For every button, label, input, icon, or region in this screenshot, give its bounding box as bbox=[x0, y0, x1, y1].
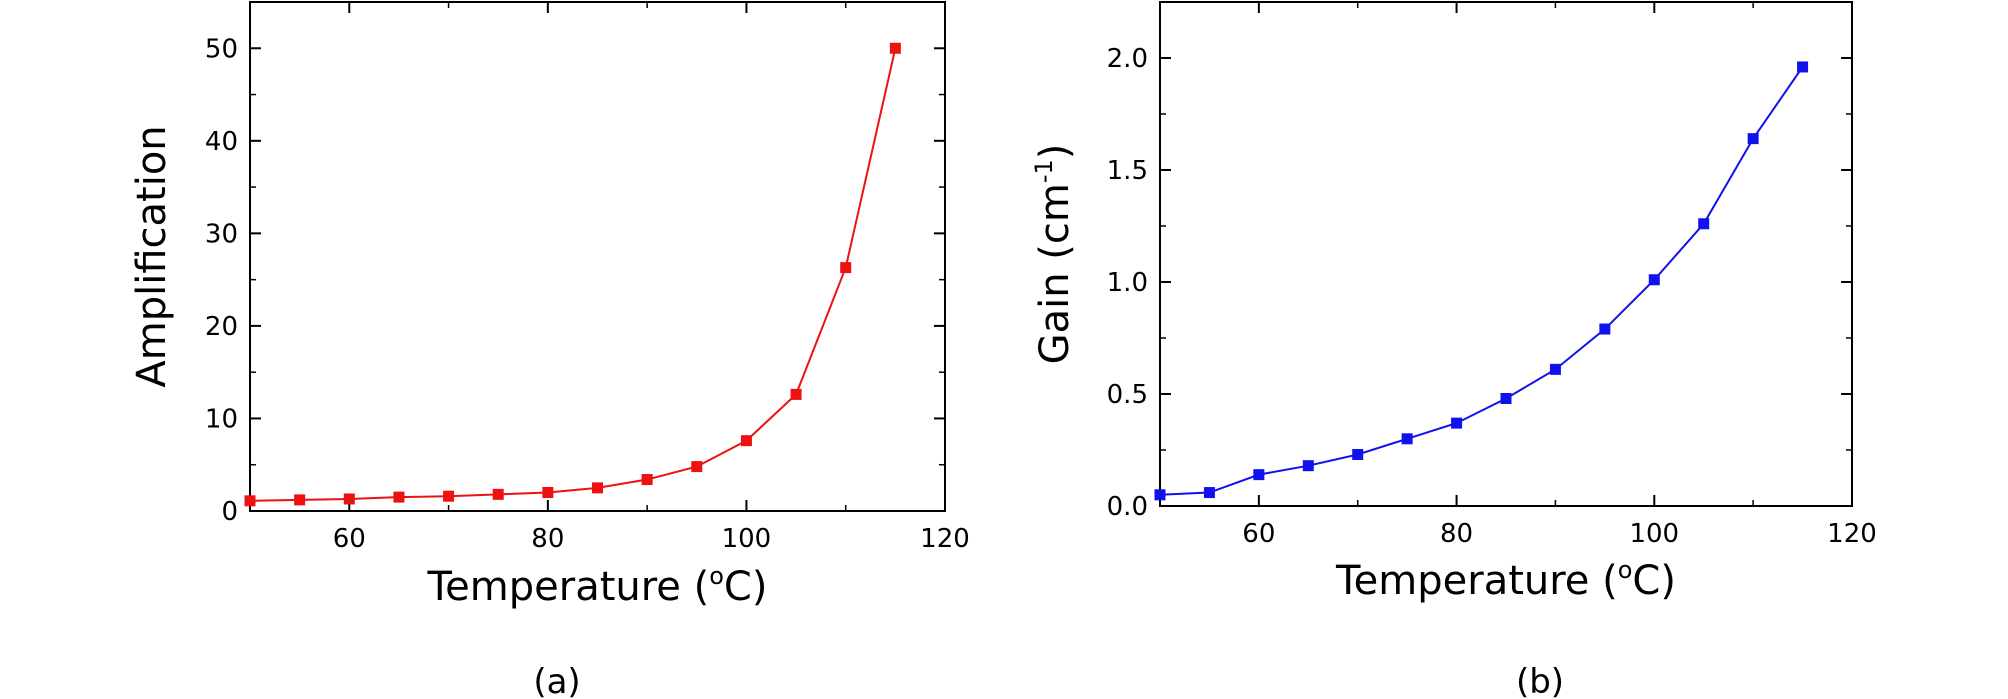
x-tick-label: 80 bbox=[531, 524, 564, 554]
x-tick-label: 80 bbox=[1440, 519, 1473, 549]
data-point bbox=[443, 490, 455, 502]
data-point bbox=[542, 486, 554, 498]
data-point bbox=[244, 495, 256, 507]
plot-frame bbox=[1159, 1, 1853, 507]
data-point bbox=[1797, 61, 1809, 73]
x-tick-label: 60 bbox=[1242, 519, 1275, 549]
y-tick-label: 30 bbox=[205, 219, 238, 249]
data-point bbox=[1698, 218, 1710, 230]
x-tick-label: 120 bbox=[920, 524, 970, 554]
data-point bbox=[790, 388, 802, 400]
data-point bbox=[840, 262, 852, 274]
panel-label: (b) bbox=[1516, 662, 1564, 699]
panel-label: (a) bbox=[533, 662, 580, 699]
data-point bbox=[1451, 417, 1463, 429]
x-tick-label: 60 bbox=[333, 524, 366, 554]
data-point bbox=[1352, 448, 1364, 460]
data-point bbox=[1401, 433, 1413, 445]
chart-panel-a: 60 80 100 120 0 10 20 30 40 50 Temperature (oC) Amp… bbox=[129, 1, 970, 699]
y-axis-label: Gain (cm-1) bbox=[1030, 144, 1078, 365]
data-point bbox=[691, 461, 703, 473]
data-point bbox=[592, 482, 603, 494]
y-tick-label: 0.0 bbox=[1107, 492, 1148, 522]
y-tick-label: 1.0 bbox=[1107, 268, 1148, 298]
y-axis-label: Amplification bbox=[129, 125, 175, 387]
series-line bbox=[1159, 66, 1804, 496]
data-point bbox=[1203, 487, 1215, 499]
data-point bbox=[492, 488, 504, 500]
data-point bbox=[1154, 489, 1166, 501]
y-tick-label: 40 bbox=[205, 127, 238, 157]
y-tick-label: 0 bbox=[221, 497, 238, 527]
data-point bbox=[343, 493, 355, 505]
data-point bbox=[740, 435, 752, 447]
x-axis-label: Temperature (oC) bbox=[1335, 556, 1676, 604]
data-point bbox=[1253, 469, 1265, 481]
y-tick-label: 2.0 bbox=[1107, 44, 1148, 74]
x-tick-label: 100 bbox=[722, 524, 772, 554]
x-tick-label: 120 bbox=[1827, 519, 1877, 549]
data-point bbox=[1302, 460, 1314, 472]
data-point bbox=[1500, 392, 1512, 404]
chart-panel-b: 60 80 100 120 0.0 0.5 1.0 1.5 2.0 Temperature (oC… bbox=[1030, 1, 1877, 699]
plot-frame bbox=[249, 1, 946, 512]
data-point bbox=[1648, 274, 1660, 286]
data-point bbox=[294, 494, 306, 506]
y-tick-label: 1.5 bbox=[1107, 156, 1148, 186]
data-point bbox=[889, 42, 901, 54]
data-point bbox=[393, 491, 405, 503]
series-line bbox=[249, 48, 897, 502]
y-tick-label: 50 bbox=[205, 34, 238, 64]
data-point bbox=[1599, 323, 1611, 335]
x-tick-label: 100 bbox=[1629, 519, 1679, 549]
data-point bbox=[1747, 133, 1759, 145]
x-axis-label: Temperature (oC) bbox=[427, 562, 768, 610]
y-tick-label: 20 bbox=[205, 312, 238, 342]
y-tick-label: 0.5 bbox=[1107, 380, 1148, 410]
data-point bbox=[641, 474, 653, 486]
data-point bbox=[1549, 363, 1561, 375]
y-tick-label: 10 bbox=[205, 404, 238, 434]
